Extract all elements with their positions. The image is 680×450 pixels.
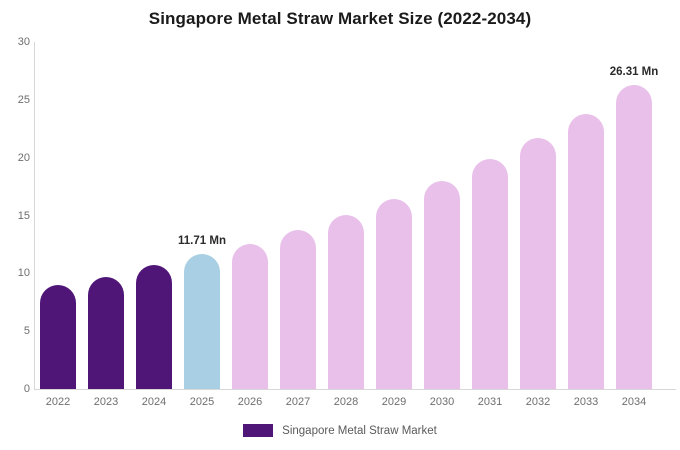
bar-slot (424, 42, 460, 389)
bar-2028[interactable] (328, 214, 364, 389)
bar-2022[interactable] (40, 285, 76, 389)
bar-slot (40, 42, 76, 389)
bar-2024[interactable] (136, 265, 172, 389)
x-axis-tick-label: 2031 (477, 396, 503, 408)
x-axis-tick-label: 2024 (141, 396, 167, 408)
y-axis-tick-label: 0 (23, 383, 30, 395)
x-axis-tick-label: 2025 (189, 396, 215, 408)
bar-slot (328, 42, 364, 389)
value-label-2025: 11.71 Mn (178, 234, 226, 247)
bar-2034[interactable] (616, 84, 652, 389)
x-axis-tick-label: 2030 (429, 396, 455, 408)
bar-2023[interactable] (88, 277, 124, 389)
legend-swatch (243, 424, 274, 437)
bar-2030[interactable] (424, 180, 460, 389)
bar-2031[interactable] (472, 159, 508, 389)
x-axis-tick-label: 2023 (93, 396, 119, 408)
bar-slot (184, 42, 220, 389)
x-axis-line (34, 389, 676, 390)
y-axis-tick-label: 25 (17, 93, 30, 106)
y-axis: 0 5 10 15 20 25 30 (0, 0, 30, 450)
x-axis-tick-label: 2032 (525, 396, 551, 408)
y-axis-tick-label: 30 (17, 36, 30, 48)
bar-slot (472, 42, 508, 389)
x-axis-tick-label: 2027 (285, 396, 311, 408)
bar-slot (232, 42, 268, 389)
bar-slot (88, 42, 124, 389)
value-label-2034: 26.31 Mn (609, 65, 659, 78)
bar-slot (616, 42, 652, 389)
bar-slot (280, 42, 316, 389)
bar-2025[interactable] (184, 253, 220, 389)
bar-2033[interactable] (568, 114, 604, 389)
x-axis-tick-label: 2022 (45, 396, 71, 408)
y-axis-tick-label: 15 (17, 209, 30, 222)
bar-2032[interactable] (520, 138, 556, 389)
bar-slot (376, 42, 412, 389)
x-axis-tick-label: 2034 (621, 396, 647, 408)
bar-slot (568, 42, 604, 389)
bar-slot (520, 42, 556, 389)
y-axis-tick-label: 20 (17, 151, 30, 164)
y-axis-tick-label: 10 (17, 267, 30, 280)
chart-legend: Singapore Metal Straw Market (0, 424, 680, 437)
x-axis-tick-label: 2029 (381, 396, 407, 408)
x-axis-tick-label: 2028 (333, 396, 359, 408)
bar-2027[interactable] (280, 229, 316, 389)
bar-2029[interactable] (376, 198, 412, 389)
bar-slot (136, 42, 172, 389)
x-axis-tick-label: 2033 (573, 396, 599, 408)
legend-label: Singapore Metal Straw Market (282, 424, 437, 437)
y-axis-tick-label: 5 (23, 325, 30, 338)
x-axis-tick-label: 2026 (237, 396, 263, 408)
bar-2026[interactable] (232, 244, 268, 389)
bar-group (34, 42, 676, 389)
chart-title: Singapore Metal Straw Market Size (2022-… (148, 9, 532, 28)
y-axis-line (34, 42, 35, 389)
